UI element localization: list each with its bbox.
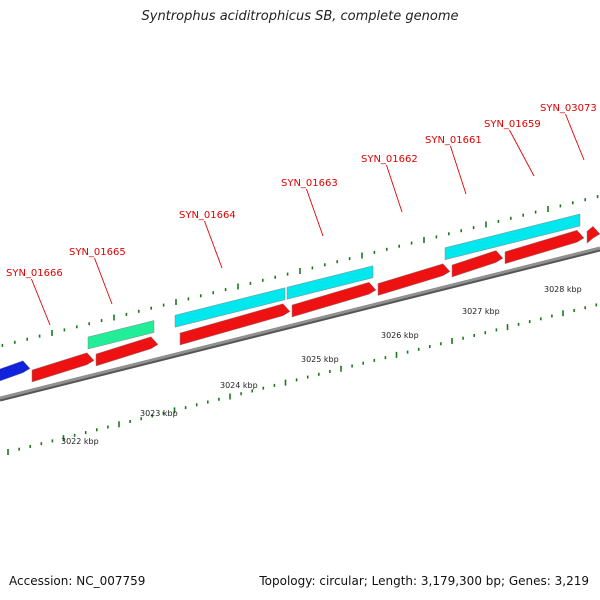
outer-tick-track [1,195,599,347]
gene-label: SYN_01659 [484,119,541,130]
kbp-label: 3024 kbp [220,381,258,390]
gene-arrow [95,336,159,367]
leader-line [509,129,535,177]
feature-track [0,213,600,383]
gene-arrow [179,303,291,346]
kbp-label: 3026 kbp [381,331,419,340]
gene-label: SYN_01662 [361,154,418,165]
map-title: Syntrophus aciditrophicus SB, complete g… [141,9,459,24]
backbone-shadow [0,248,600,402]
inner-tick-track [7,303,598,455]
leader-line [306,188,324,237]
feature-teal [87,320,155,350]
kbp-labels: 3022 kbp 3023 kbp 3024 kbp 3025 kbp 3026 kbp… [61,285,582,446]
leader-line [31,278,51,326]
genome-backbone [0,246,600,402]
gene-label: SYN_01661 [425,135,482,146]
label-leaders [31,113,585,326]
gene-arrow [504,229,585,265]
gene-label: SYN_01664 [179,210,236,221]
feature-cyan [174,287,286,328]
accession-text: Accession: NC_007759 [9,574,146,588]
gene-arrow [377,263,451,296]
kbp-label: 3022 kbp [61,437,99,446]
feature-cyan [286,265,374,300]
gene-label: SYN_01666 [6,268,63,279]
kbp-label: 3025 kbp [301,355,339,364]
backbone-line [0,246,600,400]
leader-line [204,220,223,269]
topology-summary: Topology: circular; Length: 3,179,300 bp… [259,574,589,588]
gene-label: SYN_01663 [281,178,338,189]
kbp-label: 3023 kbp [140,409,178,418]
gene-label: SYN_03073 [540,103,597,114]
leader-line [565,113,585,161]
gene-arrow [291,281,377,318]
feature-blue [0,360,31,382]
gene-arrow [31,352,95,383]
kbp-label: 3027 kbp [462,307,500,316]
leader-line [94,257,113,305]
gene-label: SYN_01665 [69,247,126,258]
kbp-label: 3028 kbp [544,285,582,294]
leader-line [450,145,467,195]
gene-labels: SYN_01666 SYN_01665 SYN_01664 SYN_01663 SYN_… [6,103,597,279]
leader-line [386,164,403,213]
feature-cyan [444,213,581,261]
gene-arrow [586,225,600,244]
gene-arrow [451,250,504,278]
